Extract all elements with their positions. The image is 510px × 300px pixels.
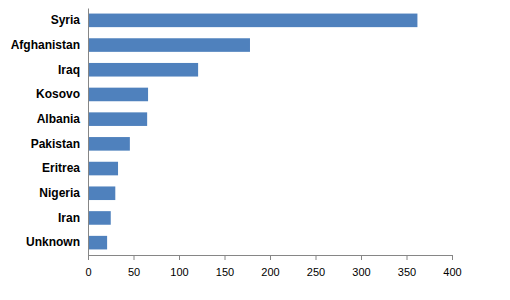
tick-mark [361,255,362,260]
tick: 150 [216,255,234,278]
tick-label: 250 [307,266,325,278]
tick-label: Unknown [26,235,80,249]
tick-label: 300 [352,266,370,278]
tick-mark [225,255,226,260]
value-axis: 0 50 100 150 200 250 300 350 400 [85,255,461,278]
bar [88,112,147,126]
tick: Eritrea [42,161,80,175]
tick-mark [179,255,180,260]
tick-label: 400 [443,266,461,278]
tick-mark [407,255,408,260]
tick-label: Afghanistan [11,38,80,52]
axis-line [88,9,89,256]
tick-mark [316,255,317,260]
tick-label: 350 [398,266,416,278]
tick-label: Albania [37,112,81,126]
tick: 50 [128,255,140,278]
tick: 100 [170,255,188,278]
tick: Syria [51,13,81,27]
tick: Nigeria [39,186,80,200]
bar [88,137,130,151]
tick-label: Iraq [58,63,80,77]
tick: Kosovo [36,87,80,101]
tick-label: Kosovo [36,87,80,101]
bar [88,38,250,52]
tick-label: 200 [261,266,279,278]
tick-mark [88,255,89,260]
tick-label: 100 [170,266,188,278]
bar [88,162,118,176]
tick: 250 [307,255,325,278]
tick-mark [452,255,453,260]
bar [88,88,148,102]
tick-label: 0 [85,266,91,278]
bars [88,14,417,250]
tick-label: 150 [216,266,234,278]
bar [88,14,417,28]
tick-label: Syria [51,13,81,27]
bar [88,211,111,225]
bar [88,186,115,200]
tick: Iran [58,211,80,225]
plot: 0 50 100 150 200 250 300 350 400 Syria Afghanistan… [11,9,462,278]
chart: 0 50 100 150 200 250 300 350 400 Syria Afghanistan… [0,0,510,300]
tick-mark [134,255,135,260]
tick-label: Nigeria [39,186,80,200]
bar [88,63,198,77]
tick: Pakistan [31,137,80,151]
tick: 400 [443,255,461,278]
tick: 0 [85,255,91,278]
tick: Iraq [58,63,80,77]
tick: 300 [352,255,370,278]
category-axis: Syria Afghanistan Iraq Kosovo Albania Pakista… [11,9,89,256]
tick: Unknown [26,235,80,249]
tick-mark [270,255,271,260]
tick-label: Pakistan [31,137,80,151]
tick-label: Iran [58,211,80,225]
tick: Afghanistan [11,38,80,52]
tick-label: 50 [128,266,140,278]
tick: 200 [261,255,279,278]
bar [88,236,107,250]
tick: Albania [37,112,81,126]
tick-label: Eritrea [42,161,80,175]
tick: 350 [398,255,416,278]
